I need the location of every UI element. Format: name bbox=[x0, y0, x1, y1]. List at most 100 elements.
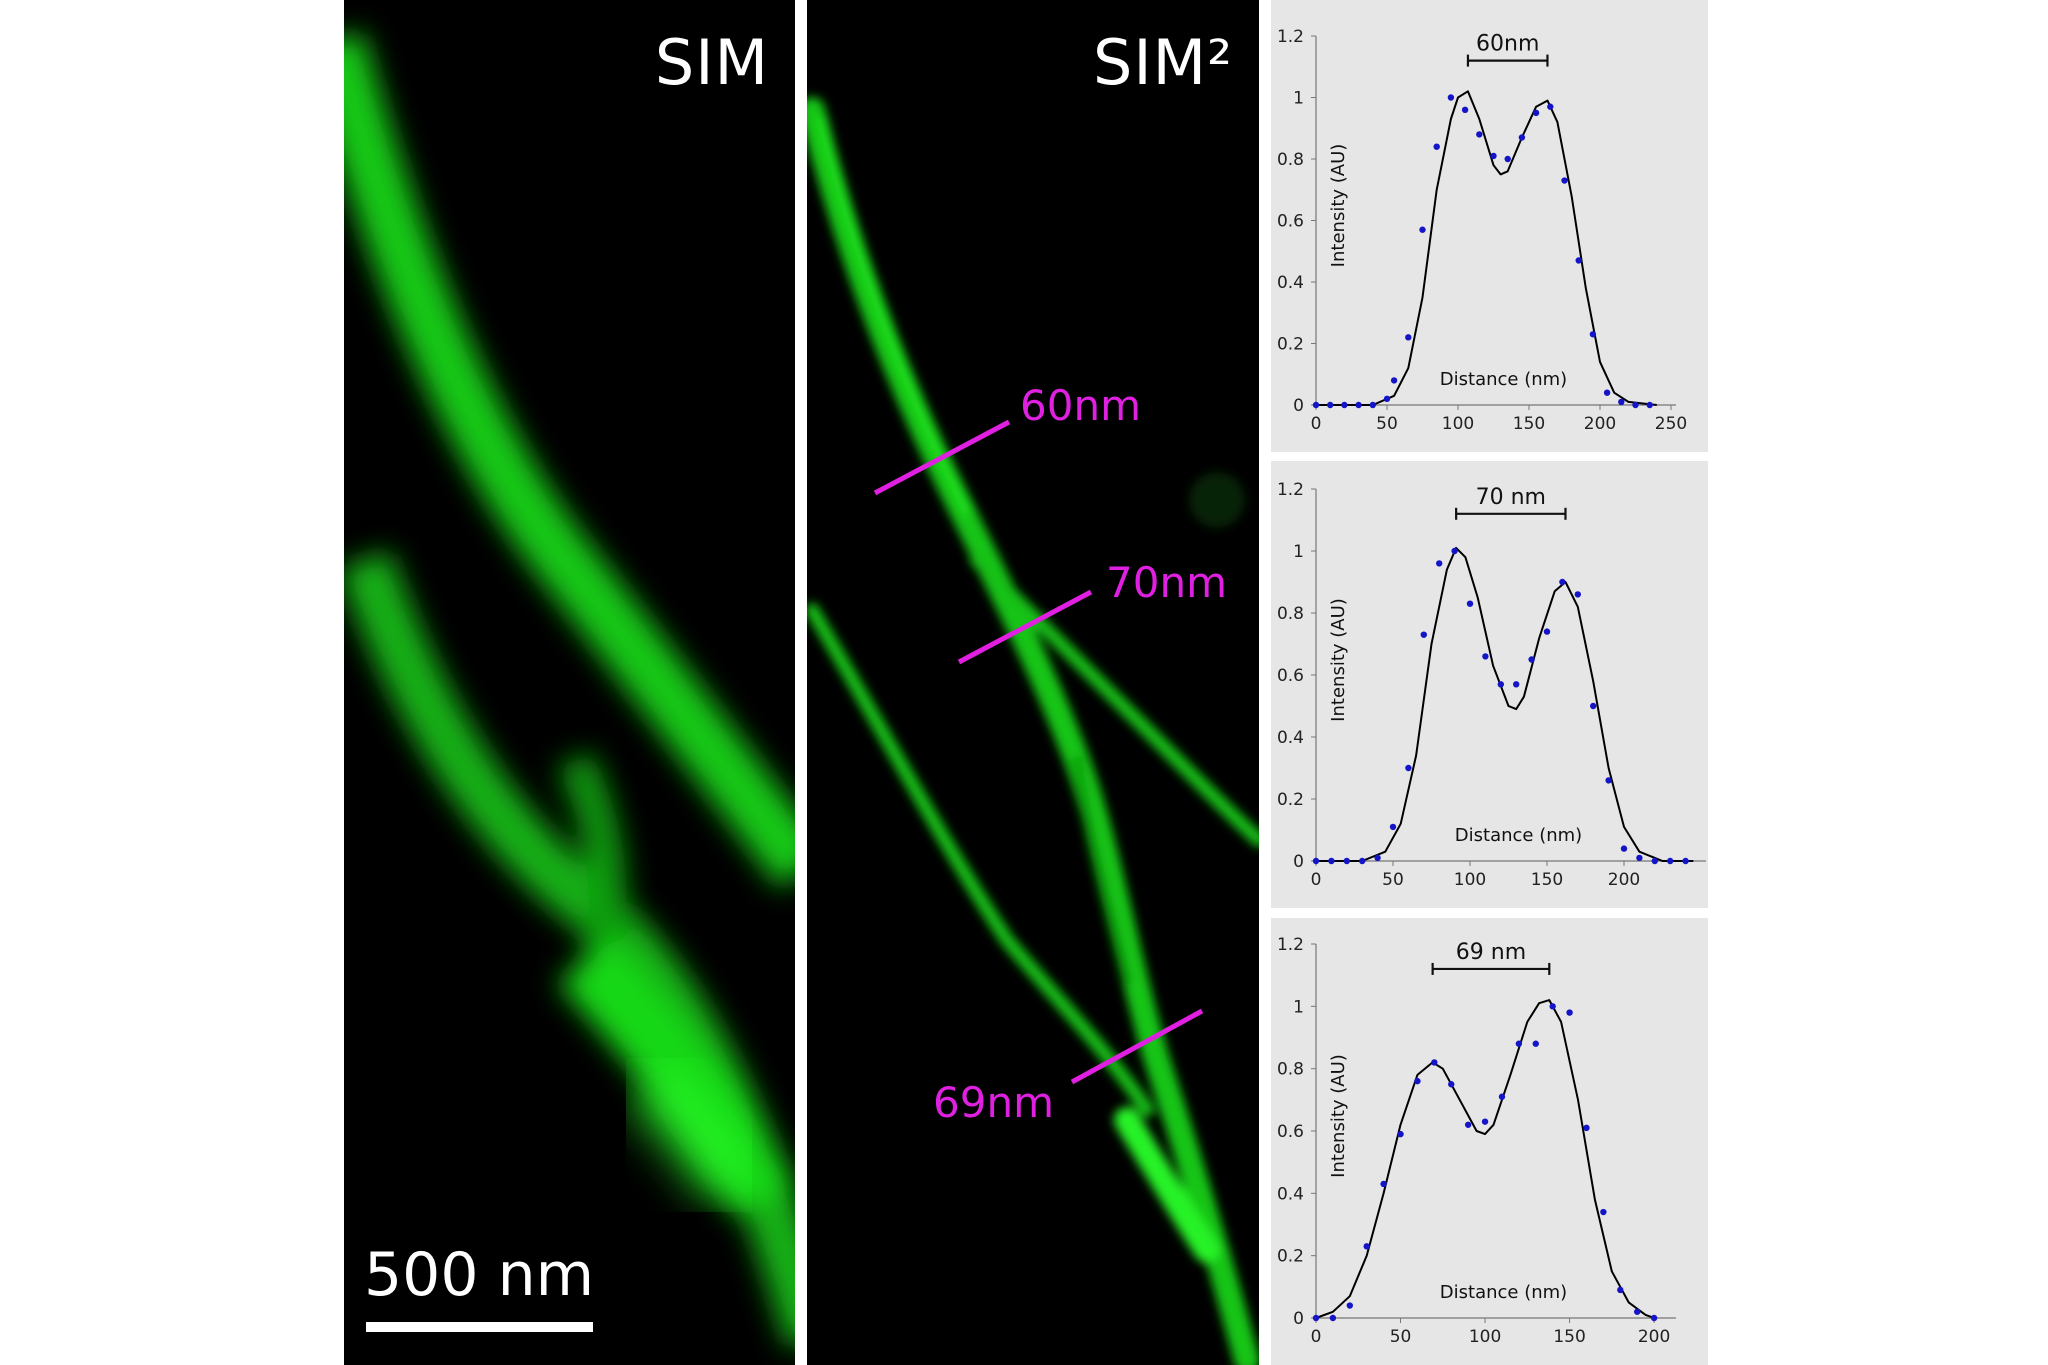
data-point bbox=[1312, 1314, 1320, 1322]
y-tick-label: 0 bbox=[1293, 852, 1304, 872]
y-tick-label: 0.8 bbox=[1277, 150, 1304, 170]
y-axis-label: Intensity (AU) bbox=[1328, 1054, 1349, 1178]
data-point bbox=[1633, 1308, 1641, 1315]
y-tick-label: 0 bbox=[1293, 1309, 1304, 1329]
sim2-panel-title: SIM² bbox=[1093, 26, 1233, 99]
sim2-micrograph bbox=[807, 97, 1259, 1365]
data-point bbox=[1405, 764, 1412, 772]
data-point bbox=[1651, 857, 1658, 865]
data-point bbox=[1590, 702, 1597, 710]
data-point bbox=[1476, 131, 1483, 138]
data-point bbox=[1650, 1314, 1658, 1322]
data-point bbox=[1414, 1077, 1421, 1085]
data-point bbox=[1518, 134, 1526, 141]
data-point bbox=[1363, 1243, 1370, 1250]
data-point bbox=[1383, 395, 1391, 403]
fit-line bbox=[1315, 999, 1655, 1319]
sim-image-panel: SIM 500 nm bbox=[344, 0, 795, 1365]
data-point bbox=[1461, 106, 1469, 114]
data-point bbox=[1513, 681, 1520, 688]
annotation-70nm: 70nm bbox=[1106, 558, 1227, 607]
y-tick-label: 0.6 bbox=[1277, 666, 1304, 686]
data-point bbox=[1436, 560, 1443, 567]
x-tick-label: 200 bbox=[1608, 870, 1640, 890]
data-point bbox=[1603, 389, 1611, 396]
chart-svg-1: 0 0.2 0.4 0.6 0.8 1 1.2 0 50 100 150 200 250 Distance… bbox=[1277, 27, 1687, 434]
data-point bbox=[1583, 1124, 1590, 1132]
span-label: 69 nm bbox=[1456, 940, 1526, 965]
y-tick-label: 0.8 bbox=[1277, 604, 1304, 624]
span-label: 60nm bbox=[1476, 32, 1539, 57]
y-axis-label: Intensity (AU) bbox=[1328, 144, 1349, 268]
y-tick-label: 1.2 bbox=[1277, 480, 1304, 500]
data-point bbox=[1466, 600, 1474, 607]
data-point bbox=[1369, 401, 1376, 409]
y-tick-label: 0.4 bbox=[1277, 273, 1304, 293]
scalebar bbox=[366, 1322, 593, 1332]
data-point bbox=[1566, 1009, 1573, 1016]
data-point bbox=[1617, 1286, 1624, 1294]
data-point bbox=[1433, 143, 1440, 150]
y-tick-label: 1.2 bbox=[1277, 27, 1304, 47]
data-point bbox=[1419, 226, 1426, 233]
fit-line bbox=[1316, 546, 1694, 862]
data-point bbox=[1528, 656, 1535, 663]
data-point bbox=[1312, 857, 1320, 865]
profile-plot-2: 0 0.2 0.4 0.6 0.8 1 1.2 0 50 100 150 200 Distance (n… bbox=[1271, 461, 1708, 908]
data-point bbox=[1343, 857, 1350, 865]
data-point bbox=[1341, 401, 1348, 409]
y-tick-label: 0.6 bbox=[1277, 212, 1304, 232]
x-tick-label: 0 bbox=[1311, 1327, 1322, 1347]
data-point bbox=[1605, 777, 1612, 784]
y-tick-label: 1 bbox=[1293, 542, 1304, 562]
data-point bbox=[1589, 331, 1597, 338]
y-tick-label: 0.2 bbox=[1277, 335, 1304, 355]
data-point bbox=[1327, 401, 1334, 409]
sim-panel-title: SIM bbox=[654, 26, 769, 99]
data-point bbox=[1490, 152, 1497, 160]
chart-svg-3: 0 0.2 0.4 0.6 0.8 1 1.2 0 50 100 150 200 Distance (n… bbox=[1277, 935, 1676, 1347]
y-tick-label: 1 bbox=[1293, 997, 1304, 1017]
data-point bbox=[1389, 823, 1397, 831]
data-point bbox=[1420, 631, 1427, 638]
data-point bbox=[1405, 334, 1412, 341]
chart-svg-2: 0 0.2 0.4 0.6 0.8 1 1.2 0 50 100 150 200 Distance (n… bbox=[1277, 480, 1706, 890]
x-tick-label: 250 bbox=[1655, 414, 1687, 434]
x-axis-label: Distance (nm) bbox=[1440, 1282, 1567, 1303]
data-point bbox=[1374, 854, 1381, 862]
x-tick-label: 50 bbox=[1376, 414, 1398, 434]
x-axis-label: Distance (nm) bbox=[1455, 825, 1582, 846]
data-point bbox=[1328, 857, 1335, 865]
measurement-line-70 bbox=[957, 589, 1093, 665]
data-point bbox=[1481, 1118, 1489, 1125]
annotation-69nm: 69nm bbox=[933, 1078, 1054, 1127]
x-tick-label: 150 bbox=[1513, 414, 1545, 434]
data-point bbox=[1447, 94, 1455, 101]
data-point bbox=[1451, 547, 1458, 555]
span-label: 70 nm bbox=[1476, 485, 1546, 510]
data-point bbox=[1431, 1059, 1438, 1066]
measurement-line-69 bbox=[1070, 1008, 1204, 1085]
data-point bbox=[1390, 377, 1398, 384]
y-axis-label: Intensity (AU) bbox=[1328, 598, 1349, 722]
y-tick-label: 0.4 bbox=[1277, 728, 1304, 748]
data-point bbox=[1561, 177, 1568, 184]
data-point bbox=[1504, 155, 1511, 163]
data-point bbox=[1482, 653, 1489, 660]
x-tick-label: 100 bbox=[1454, 870, 1486, 890]
data-point bbox=[1532, 1040, 1539, 1047]
scalebar-label: 500 nm bbox=[364, 1240, 595, 1310]
data-point bbox=[1600, 1208, 1607, 1216]
data-point bbox=[1646, 401, 1653, 409]
data-point bbox=[1497, 681, 1504, 688]
data-point bbox=[1543, 628, 1551, 635]
data-point bbox=[1575, 257, 1582, 264]
data-point bbox=[1346, 1302, 1354, 1309]
measurement-line-60 bbox=[873, 419, 1011, 496]
x-tick-label: 150 bbox=[1531, 870, 1563, 890]
data-point bbox=[1448, 1081, 1455, 1088]
sim-micrograph bbox=[344, 31, 795, 1349]
x-tick-label: 50 bbox=[1382, 870, 1404, 890]
y-tick-label: 0.4 bbox=[1277, 1184, 1304, 1204]
y-tick-label: 1 bbox=[1293, 89, 1304, 109]
